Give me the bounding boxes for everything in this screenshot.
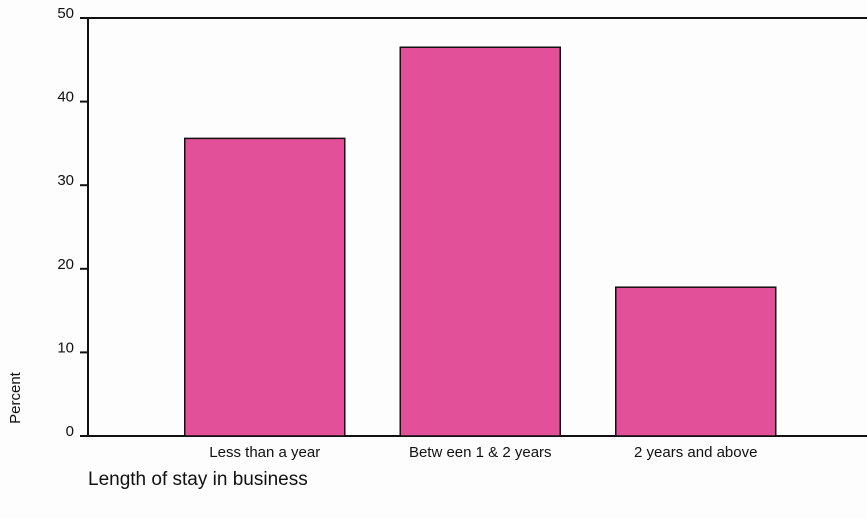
y-tick-label: 30 [57, 172, 74, 189]
x-tick-label: 2 years and above [634, 444, 757, 461]
y-tick-label: 0 [66, 423, 74, 440]
bar [615, 286, 777, 437]
y-tick-label: 50 [57, 5, 74, 22]
y-tick-label: 20 [57, 256, 74, 273]
x-axis-title: Length of stay in business [88, 469, 308, 490]
bar [184, 137, 346, 437]
y-tick-label: 10 [57, 339, 74, 356]
bar [399, 46, 561, 437]
x-tick-label: Less than a year [209, 444, 320, 461]
y-axis-title: Percent [7, 371, 24, 424]
x-tick-label: Betw een 1 & 2 years [409, 444, 552, 461]
y-tick-label: 40 [57, 89, 74, 106]
